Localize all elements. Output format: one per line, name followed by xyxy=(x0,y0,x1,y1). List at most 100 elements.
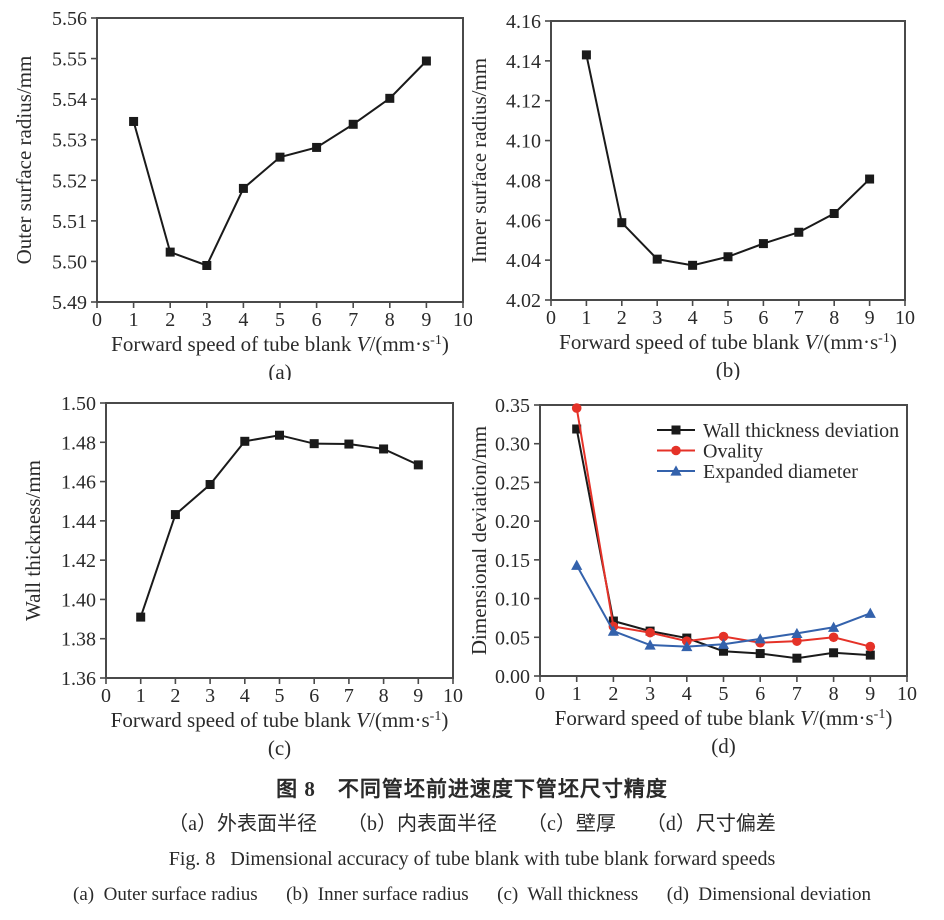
svg-text:10: 10 xyxy=(443,685,463,707)
svg-text:10: 10 xyxy=(897,683,917,705)
y-axis-label: Dimensional deviation/mm xyxy=(472,426,491,655)
svg-text:4: 4 xyxy=(240,685,250,707)
svg-text:2: 2 xyxy=(170,685,180,707)
caption-zh-title: 图 8 不同管坯前进速度下管坯尺寸精度 xyxy=(276,777,668,801)
subplot-label: (c) xyxy=(268,736,291,760)
svg-text:4.14: 4.14 xyxy=(506,51,541,73)
svg-text:0.00: 0.00 xyxy=(495,666,530,688)
svg-text:2: 2 xyxy=(617,307,627,329)
svg-text:2: 2 xyxy=(165,309,175,331)
svg-text:9: 9 xyxy=(421,309,431,331)
figure-caption: 图 8 不同管坯前进速度下管坯尺寸精度 （a）外表面半径 （b）内表面半径 （c… xyxy=(0,760,944,912)
svg-text:0.15: 0.15 xyxy=(495,550,530,572)
svg-text:0.25: 0.25 xyxy=(495,472,530,494)
svg-text:7: 7 xyxy=(348,309,358,331)
svg-text:1.38: 1.38 xyxy=(61,629,96,651)
x-axis-label: Forward speed of tube blank V/(mm·s-1) xyxy=(559,330,897,354)
caption-en-sublabels: (a) Outer surface radius (b) Inner surfa… xyxy=(73,884,871,905)
svg-text:5: 5 xyxy=(719,683,729,705)
svg-text:1: 1 xyxy=(581,307,591,329)
svg-text:4.08: 4.08 xyxy=(506,170,541,192)
series-wall-thickness xyxy=(136,430,423,622)
series-inner-surface-radius xyxy=(581,50,875,270)
svg-text:1.46: 1.46 xyxy=(61,472,96,494)
chart-a-outer-surface-radius: 0 1 2 3 4 5 6 7 8 9 10 5.49 5.50 5.51 5.52 5.53 5.54 5.55… xyxy=(12,8,472,380)
svg-text:9: 9 xyxy=(865,683,875,705)
svg-text:5.49: 5.49 xyxy=(52,292,87,314)
subplot-label: (d) xyxy=(711,734,736,758)
svg-text:0: 0 xyxy=(535,683,545,705)
svg-text:4: 4 xyxy=(238,309,248,331)
chart-c-wall-thickness: 0 1 2 3 4 5 6 7 8 9 10 1.36 1.38 1.40 1.42 1.44 1.46 1.48… xyxy=(21,393,463,760)
svg-text:0: 0 xyxy=(546,307,556,329)
svg-text:9: 9 xyxy=(413,685,423,707)
svg-text:7: 7 xyxy=(344,685,354,707)
svg-text:8: 8 xyxy=(829,683,839,705)
svg-text:4: 4 xyxy=(688,307,698,329)
svg-text:1.48: 1.48 xyxy=(61,432,96,454)
svg-text:5.55: 5.55 xyxy=(52,49,87,71)
y-axis: 0.00 0.05 0.10 0.15 0.20 0.25 0.30 0.35 xyxy=(495,395,540,688)
svg-text:1.50: 1.50 xyxy=(61,393,96,415)
svg-text:Wall thickness deviation: Wall thickness deviation xyxy=(703,420,899,442)
svg-text:6: 6 xyxy=(755,683,765,705)
x-axis: 0 1 2 3 4 5 6 7 8 9 10 xyxy=(535,676,917,705)
svg-text:6: 6 xyxy=(309,685,319,707)
svg-text:0.20: 0.20 xyxy=(495,511,530,533)
svg-text:5.53: 5.53 xyxy=(52,130,87,152)
svg-text:10: 10 xyxy=(453,309,472,331)
svg-text:5.51: 5.51 xyxy=(52,211,87,233)
svg-text:5.54: 5.54 xyxy=(52,89,87,111)
svg-text:5.52: 5.52 xyxy=(52,170,87,192)
svg-text:1.40: 1.40 xyxy=(61,589,96,611)
svg-text:0.30: 0.30 xyxy=(495,434,530,456)
svg-text:3: 3 xyxy=(202,309,212,331)
svg-text:1: 1 xyxy=(129,309,139,331)
svg-text:1.36: 1.36 xyxy=(61,668,96,690)
chart-panel-c: 0 1 2 3 4 5 6 7 8 9 10 1.36 1.38 1.40 1.42 1.44 1.46 1.48… xyxy=(0,380,472,760)
chart-panel-a: 0 1 2 3 4 5 6 7 8 9 10 5.49 5.50 5.51 5.52 5.53 5.54 5.55… xyxy=(0,0,472,380)
svg-text:5: 5 xyxy=(275,309,285,331)
chart-panel-b: 0 1 2 3 4 5 6 7 8 9 10 4.02 4.04 4.06 4.08 4.10 4.12 4.14… xyxy=(472,0,944,380)
chart-b-inner-surface-radius: 0 1 2 3 4 5 6 7 8 9 10 4.02 4.04 4.06 4.08 4.10 4.12 4.14… xyxy=(472,11,915,380)
svg-text:5.50: 5.50 xyxy=(52,251,87,273)
figure-charts-grid: 0 1 2 3 4 5 6 7 8 9 10 5.49 5.50 5.51 5.52 5.53 5.54 5.55… xyxy=(0,0,944,760)
x-axis: 0 1 2 3 4 5 6 7 8 9 10 xyxy=(92,302,472,331)
svg-text:8: 8 xyxy=(385,309,395,331)
svg-text:5.56: 5.56 xyxy=(52,8,87,30)
subplot-label: (a) xyxy=(268,360,291,380)
svg-text:7: 7 xyxy=(792,683,802,705)
series-expanded-diameter xyxy=(571,559,876,652)
y-axis-label: Wall thickness/mm xyxy=(21,460,45,621)
x-axis: 0 1 2 3 4 5 6 7 8 9 10 xyxy=(546,300,915,329)
svg-text:1.44: 1.44 xyxy=(61,511,96,533)
svg-text:Ovality: Ovality xyxy=(703,441,763,463)
svg-text:9: 9 xyxy=(865,307,875,329)
y-axis: 4.02 4.04 4.06 4.08 4.10 4.12 4.14 4.16 xyxy=(506,11,551,312)
svg-text:3: 3 xyxy=(645,683,655,705)
legend: Wall thickness deviationOvalityExpanded … xyxy=(657,420,899,483)
x-axis-label: Forward speed of tube blank V/(mm·s-1) xyxy=(111,332,449,356)
caption-en-title: Fig. 8 Dimensional accuracy of tube blan… xyxy=(168,848,776,870)
svg-text:3: 3 xyxy=(205,685,215,707)
svg-text:8: 8 xyxy=(379,685,389,707)
svg-text:3: 3 xyxy=(652,307,662,329)
svg-text:1.42: 1.42 xyxy=(61,550,96,572)
series-outer-surface-radius xyxy=(129,56,431,270)
svg-text:0.10: 0.10 xyxy=(495,589,530,611)
svg-text:Expanded diameter: Expanded diameter xyxy=(703,461,858,483)
x-axis: 0 1 2 3 4 5 6 7 8 9 10 xyxy=(101,678,463,707)
y-axis-label: Inner surface radius/mm xyxy=(472,58,491,263)
caption-zh-sublabels: （a）外表面半径 （b）内表面半径 （c）壁厚 （d）尺寸偏差 xyxy=(168,813,776,835)
svg-text:1: 1 xyxy=(136,685,146,707)
svg-text:4.04: 4.04 xyxy=(506,250,541,272)
svg-text:4.12: 4.12 xyxy=(506,91,541,113)
svg-text:0: 0 xyxy=(92,309,102,331)
y-axis: 1.36 1.38 1.40 1.42 1.44 1.46 1.48 1.50 xyxy=(61,393,106,690)
svg-text:4: 4 xyxy=(682,683,692,705)
svg-text:5: 5 xyxy=(275,685,285,707)
x-axis-label: Forward speed of tube blank V/(mm·s-1) xyxy=(555,706,893,730)
svg-text:4.10: 4.10 xyxy=(506,131,541,153)
y-axis: 5.49 5.50 5.51 5.52 5.53 5.54 5.55 5.56 xyxy=(52,8,97,314)
svg-text:2: 2 xyxy=(608,683,618,705)
